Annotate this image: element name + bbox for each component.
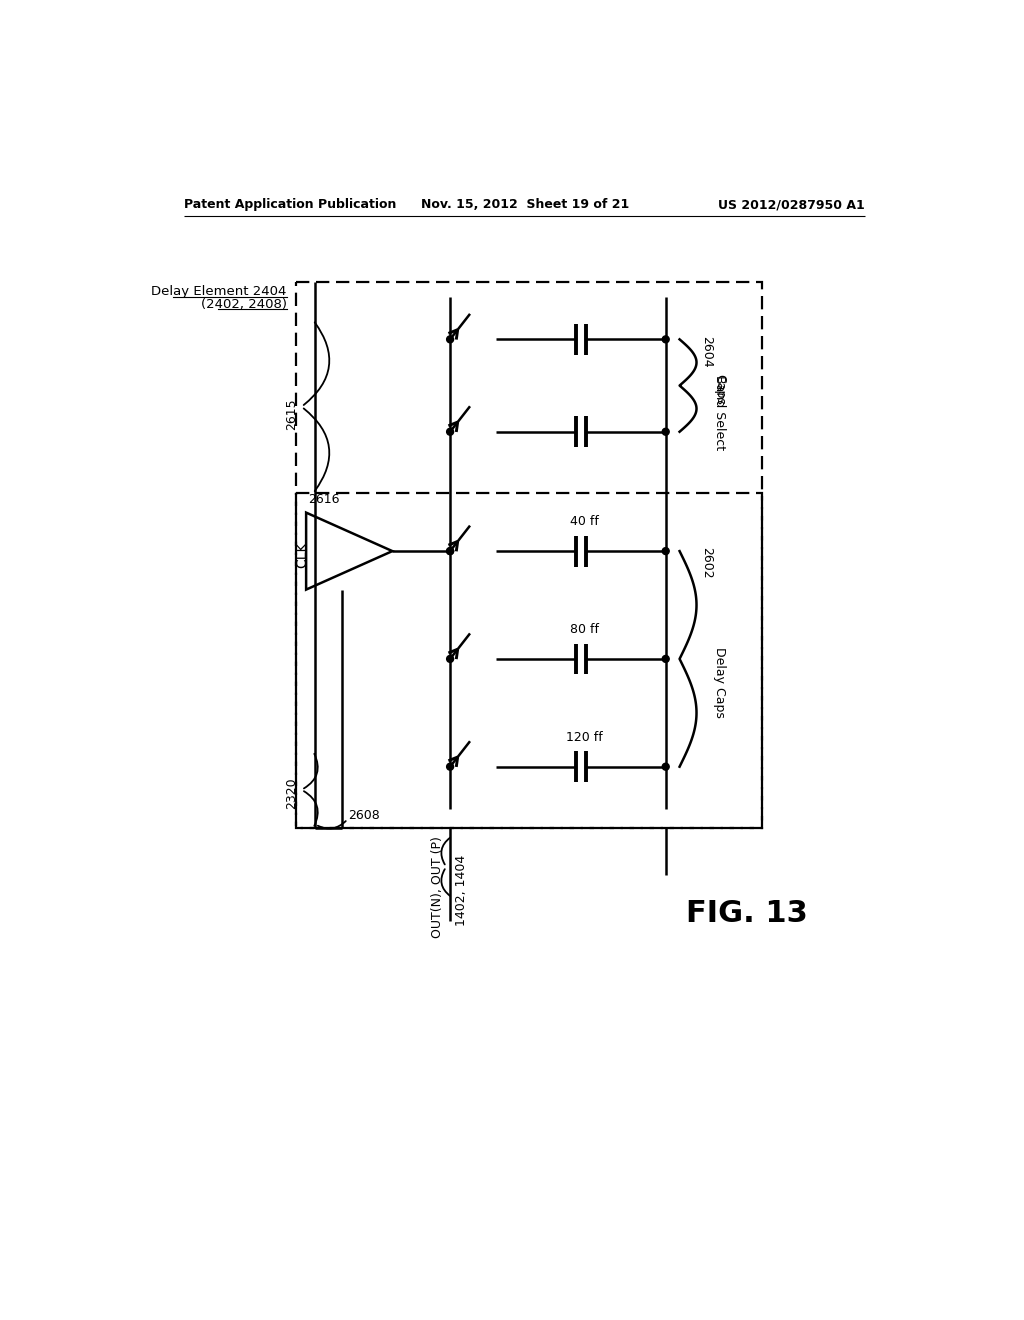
Circle shape [446, 763, 454, 770]
Circle shape [446, 548, 454, 554]
Text: 2608: 2608 [348, 809, 380, 822]
Text: Band Select: Band Select [714, 375, 726, 450]
Circle shape [663, 548, 669, 554]
Circle shape [446, 428, 454, 436]
Text: (2402, 2408): (2402, 2408) [201, 298, 287, 310]
Text: FIG. 13: FIG. 13 [686, 899, 808, 928]
Circle shape [663, 656, 669, 663]
Circle shape [446, 656, 454, 663]
Text: US 2012/0287950 A1: US 2012/0287950 A1 [719, 198, 865, 211]
Circle shape [446, 548, 454, 554]
Text: Patent Application Publication: Patent Application Publication [184, 198, 397, 211]
Text: 40 ff: 40 ff [570, 515, 599, 528]
Circle shape [663, 763, 669, 770]
Text: 2604: 2604 [700, 335, 714, 367]
Circle shape [446, 335, 454, 343]
Text: 2615: 2615 [286, 399, 298, 430]
Text: Caps: Caps [714, 374, 726, 405]
Text: 2320: 2320 [286, 777, 298, 809]
Text: Delay Element 2404: Delay Element 2404 [152, 285, 287, 298]
Text: Nov. 15, 2012  Sheet 19 of 21: Nov. 15, 2012 Sheet 19 of 21 [421, 198, 629, 211]
Text: 1402, 1404: 1402, 1404 [455, 854, 468, 925]
Text: Delay Caps: Delay Caps [714, 647, 726, 718]
Bar [296, 494, 762, 829]
Text: 80 ff: 80 ff [570, 623, 599, 636]
Circle shape [663, 335, 669, 343]
Text: 2602: 2602 [700, 548, 714, 579]
Text: 120 ff: 120 ff [566, 730, 603, 743]
Text: OUT(N), OUT (P): OUT(N), OUT (P) [431, 836, 444, 939]
Bar [296, 281, 762, 829]
Circle shape [663, 428, 669, 436]
Text: CLK: CLK [295, 541, 309, 568]
Text: 2616: 2616 [307, 494, 339, 507]
